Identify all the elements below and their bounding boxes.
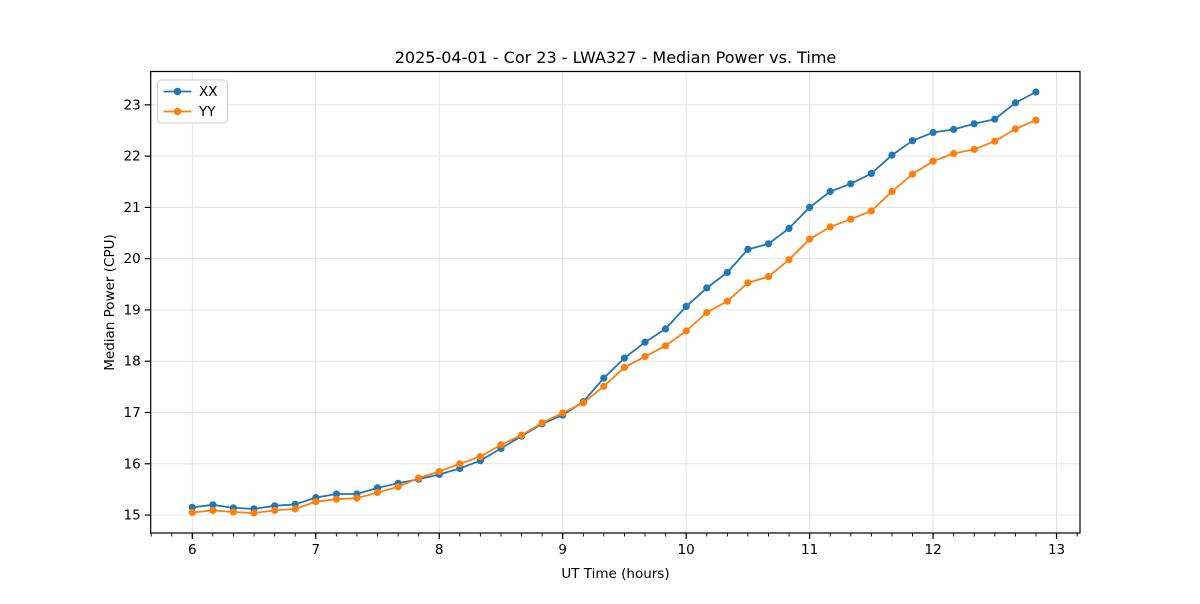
y-tick-label: 21 [124, 200, 141, 216]
data-point-xx [682, 302, 690, 310]
data-point-yy [497, 441, 505, 449]
x-tick-label: 6 [188, 542, 197, 558]
data-point-yy [559, 409, 567, 417]
data-point-yy [518, 431, 526, 439]
data-point-yy [415, 474, 423, 482]
legend-marker-xx [173, 87, 182, 96]
data-point-yy [888, 187, 896, 196]
data-point-yy [1032, 116, 1040, 124]
data-point-xx [188, 503, 196, 511]
x-tick-label: 8 [435, 542, 444, 558]
data-point-xx [888, 151, 896, 159]
data-point-xx [929, 128, 937, 137]
data-point-yy [332, 495, 340, 503]
x-tick-label: 13 [1048, 542, 1065, 558]
data-point-yy [291, 505, 299, 513]
y-tick-label: 16 [124, 456, 141, 472]
data-point-xx [826, 187, 834, 196]
y-tick-label: 22 [124, 149, 141, 165]
data-point-yy [764, 273, 773, 281]
y-tick-label: 19 [124, 302, 141, 318]
data-point-yy [476, 453, 484, 461]
data-point-yy [908, 170, 917, 178]
data-point-yy [579, 399, 587, 407]
data-point-xx [1032, 88, 1040, 96]
y-tick-label: 17 [124, 405, 141, 421]
plot-area [150, 71, 1080, 533]
data-point-yy [1011, 125, 1020, 133]
y-tick-label: 20 [124, 251, 141, 267]
data-point-xx [806, 203, 814, 211]
data-point-xx [661, 325, 670, 333]
data-point-yy [271, 506, 279, 514]
data-point-yy [209, 506, 217, 514]
x-tick-label: 9 [558, 542, 567, 558]
data-point-yy [353, 494, 361, 502]
data-point-yy [229, 508, 237, 516]
data-point-yy [312, 498, 320, 506]
data-point-yy [250, 509, 258, 517]
data-point-yy [620, 363, 629, 371]
data-point-yy [785, 256, 793, 264]
data-point-yy [867, 207, 875, 215]
data-point-yy [703, 308, 711, 317]
data-point-yy [744, 279, 752, 287]
data-point-xx [723, 268, 731, 277]
data-point-yy [394, 483, 402, 491]
data-point-yy [188, 508, 196, 517]
data-point-xx [785, 224, 793, 232]
data-point-xx [209, 501, 217, 509]
legend-label-yy: YY [198, 104, 216, 120]
data-point-yy [950, 149, 958, 158]
y-tick-label: 23 [124, 97, 141, 113]
data-point-yy [661, 342, 670, 350]
y-tick-label: 15 [124, 508, 141, 524]
legend-marker-yy [173, 107, 182, 116]
data-point-xx [847, 180, 855, 188]
data-point-xx [600, 374, 608, 382]
data-point-yy [682, 327, 690, 335]
data-point-yy [456, 460, 464, 468]
data-point-xx [1011, 99, 1020, 107]
x-tick-label: 11 [801, 542, 818, 558]
x-axis-label: UT Time (hours) [561, 566, 669, 582]
data-point-yy [847, 215, 855, 223]
legend-label-xx: XX [199, 84, 218, 100]
data-point-yy [806, 235, 814, 243]
legend: XX YY [157, 79, 228, 124]
data-point-yy [373, 488, 382, 497]
data-point-yy [600, 382, 608, 390]
data-point-xx [970, 120, 978, 128]
data-point-xx [908, 137, 917, 145]
chart-title: 2025-04-01 - Cor 23 - LWA327 - Median Po… [395, 48, 837, 67]
data-point-xx [867, 169, 875, 178]
x-tick-label: 12 [924, 542, 941, 558]
data-point-xx [950, 125, 958, 133]
data-point-xx [744, 245, 752, 253]
x-tick-label: 10 [678, 542, 695, 558]
data-point-yy [970, 145, 978, 153]
data-point-yy [826, 223, 834, 231]
data-point-yy [641, 353, 649, 361]
data-point-xx [641, 338, 649, 346]
x-tick-label: 7 [311, 542, 320, 558]
y-axis-label: Median Power (CPU) [102, 234, 118, 370]
data-point-xx [764, 240, 773, 248]
data-point-yy [929, 157, 937, 165]
data-point-yy [435, 467, 443, 476]
data-point-xx [332, 490, 340, 498]
axes-frame [150, 70, 1081, 534]
y-tick-label: 18 [124, 354, 141, 370]
data-point-xx [991, 115, 999, 123]
data-point-xx [703, 284, 711, 292]
data-point-yy [991, 137, 999, 145]
data-point-yy [538, 419, 546, 427]
data-point-xx [620, 354, 629, 362]
data-point-yy [723, 297, 731, 305]
